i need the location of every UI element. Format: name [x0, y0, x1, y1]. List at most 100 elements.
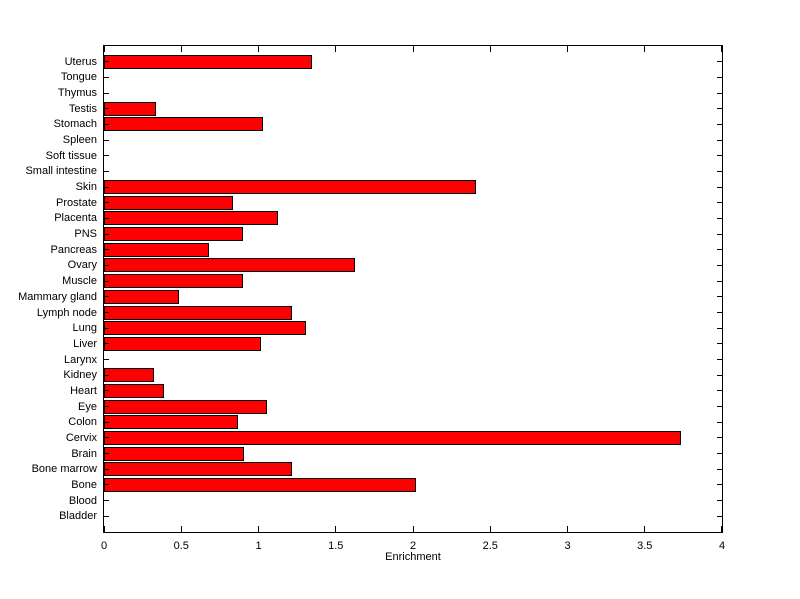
- bar-mammary-gland: [104, 289, 180, 304]
- x-tick-label-2: 2: [409, 540, 417, 552]
- y-tick-label-blood: Blood: [68, 494, 97, 507]
- y-tick-left: [104, 61, 109, 63]
- y-tick-right: [717, 374, 722, 376]
- y-tick-label-thymus: Thymus: [57, 87, 97, 100]
- y-tick-left: [104, 108, 109, 110]
- y-tick-right: [717, 155, 722, 157]
- x-tick-bottom: [335, 526, 337, 532]
- y-tick-right: [717, 390, 722, 392]
- bar-brain: [104, 446, 245, 461]
- bar-heart: [104, 383, 164, 398]
- y-tick-left: [104, 327, 109, 329]
- y-tick-right: [717, 186, 722, 188]
- y-tick-right: [717, 217, 722, 219]
- y-tick-right: [717, 515, 722, 517]
- plot-area: [103, 45, 723, 533]
- y-tick-right: [717, 296, 722, 298]
- y-tick-right: [717, 139, 722, 141]
- bar-placenta: [104, 211, 279, 226]
- x-tick-label-1: 1: [255, 540, 262, 552]
- y-tick-label-placenta: Placenta: [54, 212, 97, 225]
- x-tick-bottom: [644, 526, 646, 532]
- x-tick-label-3: 3: [564, 540, 571, 552]
- y-tick-label-spleen: Spleen: [62, 134, 97, 147]
- y-tick-right: [717, 76, 722, 78]
- x-tick-bottom: [721, 526, 722, 532]
- x-tick-top: [258, 46, 259, 52]
- y-tick-label-brain: Brain: [71, 447, 97, 460]
- y-tick-left: [104, 186, 109, 188]
- y-tick-right: [717, 437, 722, 439]
- y-tick-right: [717, 421, 722, 423]
- y-tick-left: [104, 217, 109, 219]
- y-tick-left: [104, 92, 109, 94]
- y-tick-label-liver: Liver: [73, 337, 97, 350]
- y-tick-label-kidney: Kidney: [63, 369, 97, 382]
- bar-uterus: [104, 54, 313, 69]
- y-tick-label-testis: Testis: [68, 102, 97, 115]
- bar-bone-marrow: [104, 462, 292, 477]
- y-tick-label-skin: Skin: [75, 181, 97, 194]
- x-tick-bottom: [412, 526, 414, 532]
- y-tick-label-bladder: Bladder: [59, 510, 97, 523]
- y-tick-left: [104, 264, 109, 266]
- x-tick-top: [104, 46, 105, 52]
- y-tick-label-small-intestine: Small intestine: [25, 165, 97, 178]
- y-tick-label-soft-tissue: Soft tissue: [45, 149, 97, 162]
- y-tick-label-pns: PNS: [74, 228, 97, 241]
- x-tick-top: [567, 46, 568, 52]
- y-tick-left: [104, 437, 109, 439]
- x-tick-top: [412, 46, 414, 52]
- y-tick-right: [717, 500, 722, 502]
- y-tick-label-larynx: Larynx: [63, 353, 97, 366]
- y-tick-right: [717, 233, 722, 235]
- y-tick-left: [104, 312, 109, 314]
- x-tick-label-2-5: 2.5: [482, 540, 498, 552]
- y-tick-label-cervix: Cervix: [65, 431, 97, 444]
- x-tick-top: [180, 46, 182, 52]
- x-tick-top: [489, 46, 491, 52]
- x-tick-bottom: [104, 526, 105, 532]
- y-tick-left: [104, 296, 109, 298]
- y-tick-left: [104, 123, 109, 125]
- x-tick-label-1-5: 1.5: [328, 540, 344, 552]
- bar-prostate: [104, 195, 234, 210]
- bar-ovary: [104, 258, 356, 273]
- x-tick-bottom: [489, 526, 491, 532]
- y-tick-label-muscle: Muscle: [62, 275, 97, 288]
- y-tick-left: [104, 280, 109, 282]
- y-tick-right: [717, 453, 722, 455]
- y-tick-label-heart: Heart: [70, 384, 97, 397]
- y-tick-label-ovary: Ovary: [67, 259, 97, 272]
- y-tick-right: [717, 249, 722, 251]
- y-tick-left: [104, 233, 109, 235]
- y-tick-right: [717, 312, 722, 314]
- y-tick-right: [717, 123, 722, 125]
- bar-lung: [104, 321, 306, 336]
- y-tick-label-lung: Lung: [72, 322, 97, 335]
- y-tick-left: [104, 453, 109, 455]
- y-tick-right: [717, 484, 722, 486]
- bar-cervix: [104, 430, 682, 445]
- y-tick-label-lymph-node: Lymph node: [36, 306, 97, 319]
- y-tick-label-colon: Colon: [68, 416, 97, 429]
- y-tick-right: [717, 202, 722, 204]
- bar-liver: [104, 336, 262, 351]
- x-tick-bottom: [567, 526, 568, 532]
- y-tick-right: [717, 280, 722, 282]
- y-tick-left: [104, 484, 109, 486]
- x-tick-bottom: [258, 526, 259, 532]
- y-tick-left: [104, 139, 109, 141]
- y-tick-label-mammary-gland: Mammary gland: [18, 290, 97, 303]
- y-tick-right: [717, 327, 722, 329]
- y-tick-right: [717, 108, 722, 110]
- y-tick-left: [104, 202, 109, 204]
- x-tick-label-3-5: 3.5: [637, 540, 653, 552]
- y-tick-left: [104, 468, 109, 470]
- y-tick-left: [104, 500, 109, 502]
- x-tick-bottom: [180, 526, 182, 532]
- y-tick-left: [104, 343, 109, 345]
- x-tick-top: [644, 46, 646, 52]
- x-axis-label: Enrichment: [385, 551, 441, 563]
